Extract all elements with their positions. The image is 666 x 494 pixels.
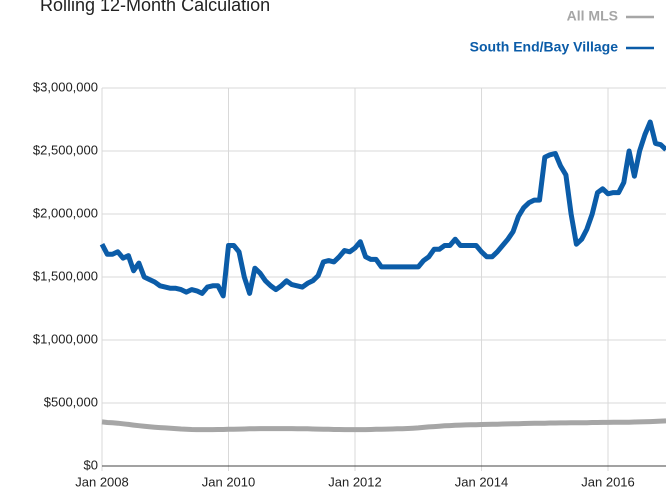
legend-label: South End/Bay Village — [470, 39, 619, 55]
x-tick-label: Jan 2008 — [75, 474, 129, 489]
y-tick-label: $2,000,000 — [33, 205, 98, 220]
chart-title: Rolling 12-Month Calculation — [40, 0, 270, 15]
legend-label: All MLS — [567, 8, 618, 24]
y-tick-label: $1,000,000 — [33, 331, 98, 346]
x-tick-label: Jan 2010 — [202, 474, 256, 489]
series-line — [101, 418, 666, 433]
x-tick-label: Jan 2014 — [455, 474, 509, 489]
y-tick-label: $500,000 — [44, 394, 98, 409]
y-tick-label: $1,500,000 — [33, 268, 98, 283]
y-tick-label: $0 — [84, 457, 98, 472]
y-tick-label: $2,500,000 — [33, 142, 98, 157]
x-tick-label: Jan 2016 — [581, 474, 635, 489]
x-tick-label: Jan 2012 — [328, 474, 382, 489]
series-line — [99, 119, 666, 299]
y-tick-label: $3,000,000 — [33, 79, 98, 94]
